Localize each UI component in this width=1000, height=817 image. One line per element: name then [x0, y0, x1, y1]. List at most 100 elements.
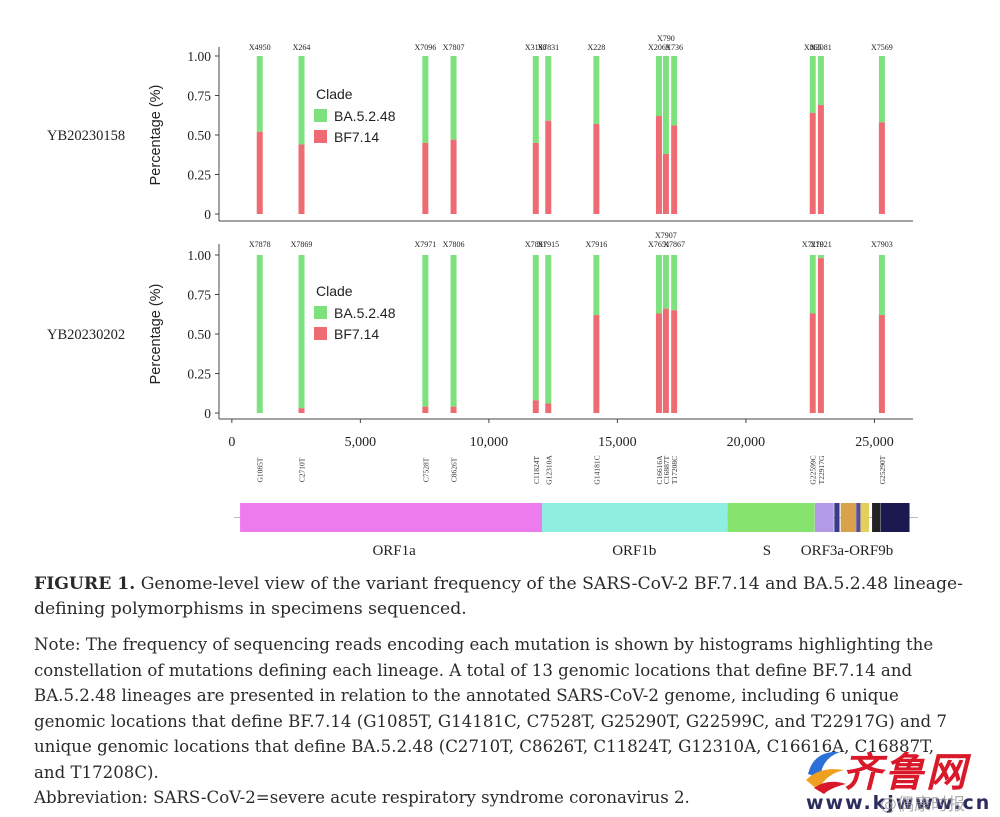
y-tick-label: 0 [204, 207, 211, 222]
y-tick-label: 0.75 [187, 288, 211, 303]
bar-label: X7651 [648, 240, 670, 249]
bar-bf714 [545, 403, 552, 413]
watermark-logo-text: 齐鲁网 [842, 750, 968, 796]
bar-ba5248 [298, 56, 305, 145]
legend-swatch [314, 130, 327, 143]
mutation-label: G14181C [592, 455, 601, 484]
genome-segment [840, 503, 856, 532]
legend-title: Clade [316, 283, 353, 299]
mutation-label: T17208C [670, 456, 679, 484]
bar-label: X3198 [525, 43, 547, 52]
bar-bf714 [817, 258, 824, 413]
figure-caption: FIGURE 1. Genome-level view of the varia… [34, 572, 964, 811]
bar-bf714 [532, 142, 539, 214]
y-axis-label: Percentage (%) [148, 284, 164, 385]
y-axis-label: Percentage (%) [148, 85, 164, 186]
bar-ba5248 [878, 255, 885, 316]
bar-bf714 [593, 315, 600, 413]
genome-segment [880, 503, 910, 532]
mutation-label: C16616A [655, 455, 664, 485]
mutation-label: G12310A [544, 455, 553, 485]
bar-bf714 [593, 123, 600, 214]
bar-ba5248 [422, 255, 429, 407]
x-tick-label: 20,000 [727, 435, 766, 450]
bar-label: X7921 [810, 240, 832, 249]
watermark-logo-icon [806, 751, 846, 794]
figure-abbreviation: Abbreviation: SARS-CoV-2=severe acute re… [34, 788, 690, 807]
bar-ba5248 [671, 255, 678, 311]
bar-bf714 [809, 112, 816, 214]
bar-bf714 [662, 153, 669, 214]
bar-label: X7831 [537, 43, 559, 52]
bar-label: X7907 [655, 231, 677, 240]
bar-label: X7867 [663, 240, 685, 249]
legend-swatch [314, 327, 327, 340]
legend-entry: BF7.14 [334, 129, 379, 145]
sample-label: YB20230158 [47, 128, 125, 144]
figure-title: FIGURE 1. Genome-level view of the varia… [34, 572, 964, 622]
bar-ba5248 [532, 56, 539, 143]
bar-bf714 [256, 131, 263, 214]
bar-ba5248 [817, 56, 824, 105]
y-tick-label: 1.00 [187, 49, 211, 64]
mutation-label: C16887T [662, 455, 671, 484]
y-tick-label: 0 [204, 406, 211, 421]
bar-label: X4950 [249, 43, 271, 52]
bar-ba5248 [809, 56, 816, 113]
bar-ba5248 [545, 56, 552, 121]
bar-ba5248 [532, 255, 539, 401]
bar-bf714 [878, 315, 885, 413]
watermark: 齐鲁网 www.kjwww.cn @偶康时报 [800, 740, 1000, 817]
legend-entry: BF7.14 [334, 326, 379, 342]
bar-ba5248 [593, 56, 600, 124]
bar-label: X7878 [249, 240, 271, 249]
bar-ba5248 [545, 255, 552, 404]
mutation-label: G22599C [809, 455, 818, 484]
bar-ba5248 [593, 255, 600, 316]
genome-segment [834, 503, 840, 532]
legend-entry: BA.5.2.48 [334, 305, 396, 321]
bar-bf714 [298, 144, 305, 214]
bar-label: X3081 [810, 43, 832, 52]
figure-label: FIGURE 1. [34, 574, 136, 594]
bar-label: X7806 [443, 240, 465, 249]
y-tick-label: 0.25 [187, 367, 211, 382]
bar-bf714 [809, 313, 816, 413]
mutation-label: G1085T [256, 457, 265, 482]
mutation-label: C7528T [421, 457, 430, 482]
bar-label: X228 [587, 43, 605, 52]
bar-ba5248 [450, 255, 457, 407]
figure-note: Note: The frequency of sequencing reads … [34, 635, 947, 782]
watermark-handle: @偶康时报 [880, 795, 965, 815]
panel-yb20230158: 0 0.25 0.50 0.75 1.00 Percentage (%) YB2023015… [47, 34, 913, 222]
bar-ba5248 [655, 255, 662, 314]
bar-bf714 [422, 406, 429, 413]
x-tick-label: 5,000 [345, 435, 377, 450]
bar-bf714 [671, 125, 678, 214]
mutation-label: T22917G [817, 455, 826, 484]
mutation-label: C8626T [450, 457, 459, 482]
genome-segment [542, 503, 728, 532]
gene-label: ORF1b [612, 543, 656, 559]
bar-label: X2069 [648, 43, 670, 52]
legend-swatch [314, 306, 327, 319]
mutation-label: C2710T [298, 457, 307, 482]
y-tick-label: 0.50 [187, 327, 211, 342]
legend-entry: BA.5.2.48 [334, 108, 396, 124]
x-tick-label: 0 [228, 435, 235, 450]
bar-label: X7915 [537, 240, 559, 249]
panel-yb20230202: 0 0.25 0.50 0.75 1.00 Percentage (%) YB2023020… [47, 231, 913, 450]
bar-ba5248 [422, 56, 429, 143]
bar-ba5248 [809, 255, 816, 314]
bar-bf714 [671, 310, 678, 413]
x-tick-label: 25,000 [855, 435, 894, 450]
bar-ba5248 [817, 255, 824, 259]
x-tick-label: 15,000 [598, 435, 637, 450]
genome-segment [814, 503, 834, 532]
bar-ba5248 [256, 255, 263, 413]
bar-ba5248 [256, 56, 263, 132]
bar-label: X790 [657, 34, 675, 43]
x-tick-label: 10,000 [470, 435, 509, 450]
bar-label: X865 [804, 43, 822, 52]
bar-bf714 [532, 400, 539, 413]
